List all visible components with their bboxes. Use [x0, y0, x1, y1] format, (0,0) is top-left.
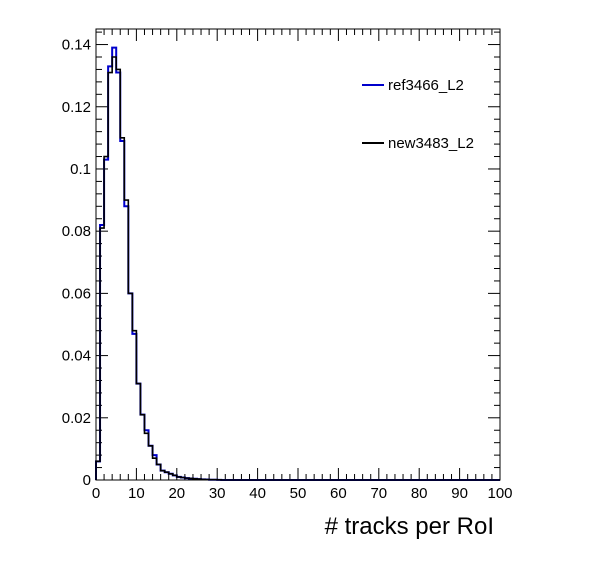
plot-frame [95, 28, 501, 481]
y-tick-label: 0.1 [70, 161, 91, 178]
x-tick-label: 0 [92, 485, 100, 502]
y-tick-label: 0.08 [62, 223, 91, 240]
y-tick-label: 0.12 [62, 99, 91, 116]
x-tick-label: 60 [330, 485, 347, 502]
legend-label-new: new3483_L2 [388, 135, 474, 152]
x-axis-title: # tracks per RoI [325, 513, 494, 540]
x-tick-label: 80 [411, 485, 428, 502]
y-tick-label: 0.14 [62, 37, 91, 54]
series-layer [95, 46, 500, 481]
tick-labels: 0 10 20 30 40 50 60 70 80 90 100 0 0.02 0.04 0.06 0.08 0… [62, 37, 513, 502]
x-tick-label: 50 [290, 485, 307, 502]
x-tick-label: 70 [370, 485, 387, 502]
series-line-new [95, 56, 500, 481]
x-tick-label: 20 [168, 485, 185, 502]
legend: ref3466_L2 new3483_L2 [356, 66, 486, 166]
y-tick-label: 0.04 [62, 348, 91, 365]
y-tick-label: 0.06 [62, 285, 91, 302]
x-tick-label: 40 [249, 485, 266, 502]
legend-label-ref: ref3466_L2 [388, 77, 464, 94]
x-tick-label: 10 [128, 485, 145, 502]
x-tick-label: 90 [451, 485, 468, 502]
x-tick-label: 30 [209, 485, 226, 502]
legend-box [356, 66, 486, 166]
y-tick-label: 0.02 [62, 410, 91, 427]
y-tick-label: 0 [83, 472, 91, 489]
x-tick-label: 100 [487, 485, 512, 502]
